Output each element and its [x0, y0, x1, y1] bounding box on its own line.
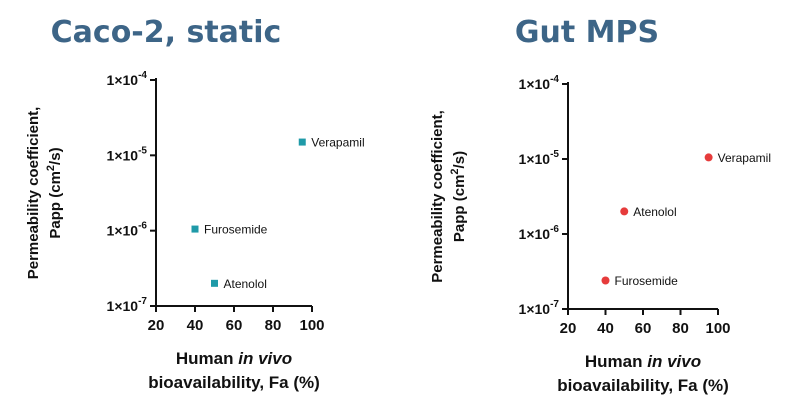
x-axis-label-line2: bioavailability, Fa (%): [148, 373, 320, 392]
data-label-atenolol: Atenolol: [224, 277, 267, 291]
x-tick-label: 100: [299, 317, 324, 334]
data-label-verapamil: Verapamil: [718, 151, 771, 165]
x-tick-label: 20: [560, 320, 577, 337]
data-point-furosemide: [601, 276, 610, 285]
x-tick-label: 20: [148, 317, 165, 334]
y-tick-label: 1×10-4: [519, 74, 560, 92]
chart-title: Gut MPS: [515, 15, 659, 50]
x-tick-label: 40: [187, 317, 204, 334]
data-label-atenolol: Atenolol: [633, 205, 676, 219]
y-axis-label: Permeability coefficient, Papp (cm2/s): [25, 107, 64, 280]
y-tick-label: 1×10-5: [107, 145, 148, 163]
x-tick-label: 80: [672, 320, 689, 337]
data-point-atenolol: [620, 207, 629, 216]
y-tick-label: 1×10-5: [519, 149, 560, 167]
data-point-furosemide: [191, 225, 199, 233]
y-axis-label: Permeability coefficient, Papp (cm2/s): [429, 110, 468, 283]
chart-panel-2: Gut MPS 1×10-7 1×10-6 1×10-5 1×10-4 20 40 60 80 1…: [429, 15, 771, 395]
data-point-verapamil: [704, 153, 713, 162]
chart-panel-1: Caco-2, static 1×10-7 1×10-6 1×10-5 1×10-4 20…: [25, 15, 365, 392]
data-label-furosemide: Furosemide: [615, 274, 679, 288]
x-axis-label-line1: Human in vivo: [585, 352, 701, 371]
y-tick-label: 1×10-7: [519, 299, 560, 317]
y-tick-label: 1×10-6: [107, 221, 148, 239]
y-tick-label: 1×10-6: [519, 224, 560, 242]
data-label-verapamil: Verapamil: [311, 136, 364, 150]
x-tick-label: 40: [597, 320, 614, 337]
y-axis-label-line2: Papp (cm2/s): [45, 147, 64, 238]
x-tick-label: 60: [226, 317, 243, 334]
x-tick-label: 80: [265, 317, 282, 334]
y-axis-label-line2: Papp (cm2/s): [449, 151, 468, 242]
x-axis-label-line2: bioavailability, Fa (%): [557, 376, 729, 395]
data-point-verapamil: [298, 138, 306, 146]
y-tick-label: 1×10-7: [107, 296, 148, 314]
x-tick-label: 100: [705, 320, 730, 337]
data-point-atenolol: [211, 279, 218, 287]
y-axis-label-line1: Permeability coefficient,: [429, 110, 446, 283]
chart-title: Caco-2, static: [51, 15, 282, 50]
y-axis-label-line1: Permeability coefficient,: [25, 107, 42, 280]
y-tick-label: 1×10-4: [107, 70, 148, 88]
x-tick-label: 60: [635, 320, 652, 337]
data-label-furosemide: Furosemide: [204, 223, 268, 237]
x-axis-label-line1: Human in vivo: [176, 349, 292, 368]
